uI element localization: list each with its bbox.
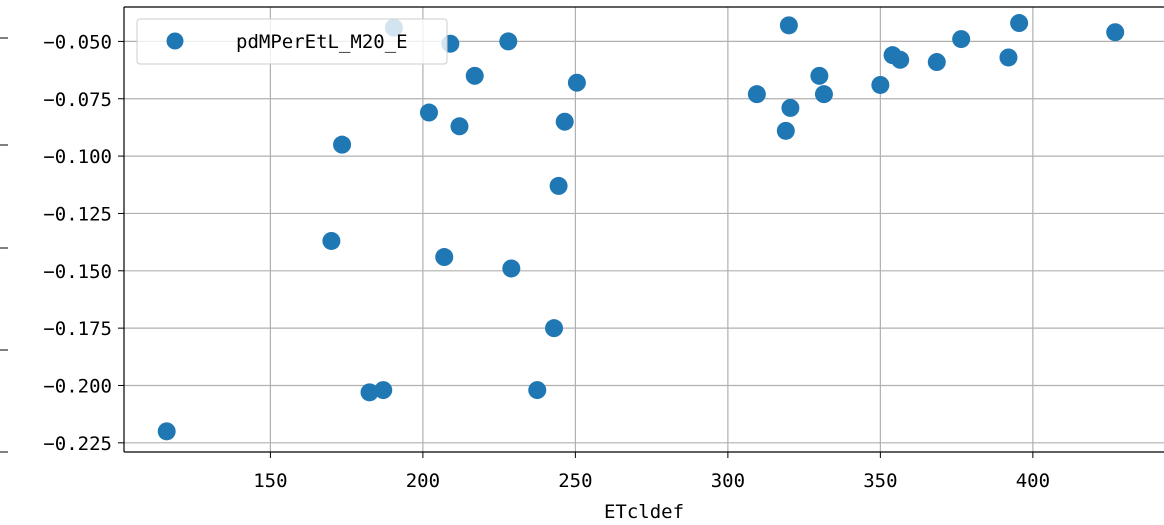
data-point [419, 103, 438, 122]
legend-marker [166, 32, 184, 50]
data-point [747, 85, 766, 104]
x-tick-label: 150 [253, 470, 287, 492]
data-point [499, 32, 518, 51]
data-point [157, 422, 176, 441]
data-point [779, 16, 798, 35]
axes [118, 6, 1164, 458]
y-tick-label: −0.050 [43, 31, 112, 53]
data-point [891, 50, 910, 69]
y-tick-labels: −0.050 −0.075 −0.100 −0.125 −0.150 −0.175 −0.2… [43, 31, 112, 454]
data-point [374, 381, 393, 400]
data-point [927, 53, 946, 72]
data-points [157, 14, 1125, 441]
y-tick-label: −0.200 [43, 375, 112, 397]
y-tick-label: −0.075 [43, 89, 112, 111]
grid-lines [124, 7, 1164, 452]
data-point [776, 121, 795, 140]
data-point [360, 383, 379, 402]
data-point [465, 66, 484, 85]
legend-box [136, 18, 448, 65]
x-tick-label: 250 [558, 470, 592, 492]
x-tick-label: 300 [711, 470, 745, 492]
y-tick-label: −0.150 [43, 261, 112, 283]
data-point [322, 231, 341, 250]
data-point [1010, 14, 1029, 33]
data-point [952, 30, 971, 49]
x-axis-label: ETcldef [604, 501, 684, 523]
data-point [567, 73, 586, 92]
x-tick-label: 350 [863, 470, 897, 492]
x-tick-labels: 150 200 250 300 350 400 [253, 470, 1050, 492]
data-point [871, 75, 890, 94]
y-tick-label: −0.175 [43, 318, 112, 340]
data-point [781, 98, 800, 117]
data-point [1106, 23, 1125, 42]
data-point [810, 66, 829, 85]
x-tick-label: 400 [1016, 470, 1050, 492]
legend-entry-label: pdMPerEtL_M20_E [236, 31, 408, 53]
legend: pdMPerEtL_M20_E [136, 18, 448, 65]
y-tick-label: −0.125 [43, 203, 112, 225]
y-tick-label: −0.225 [43, 433, 112, 455]
data-point [502, 259, 521, 278]
data-point [450, 117, 469, 136]
data-point [999, 48, 1018, 67]
data-point [555, 112, 574, 131]
left-panel-remnant [0, 37, 8, 453]
data-point [545, 319, 564, 338]
data-point [333, 135, 352, 154]
y-tick-label: −0.100 [43, 146, 112, 168]
data-point [814, 85, 833, 104]
data-point [528, 381, 547, 400]
data-point [549, 176, 568, 195]
x-tick-label: 200 [406, 470, 440, 492]
data-point [435, 248, 454, 267]
